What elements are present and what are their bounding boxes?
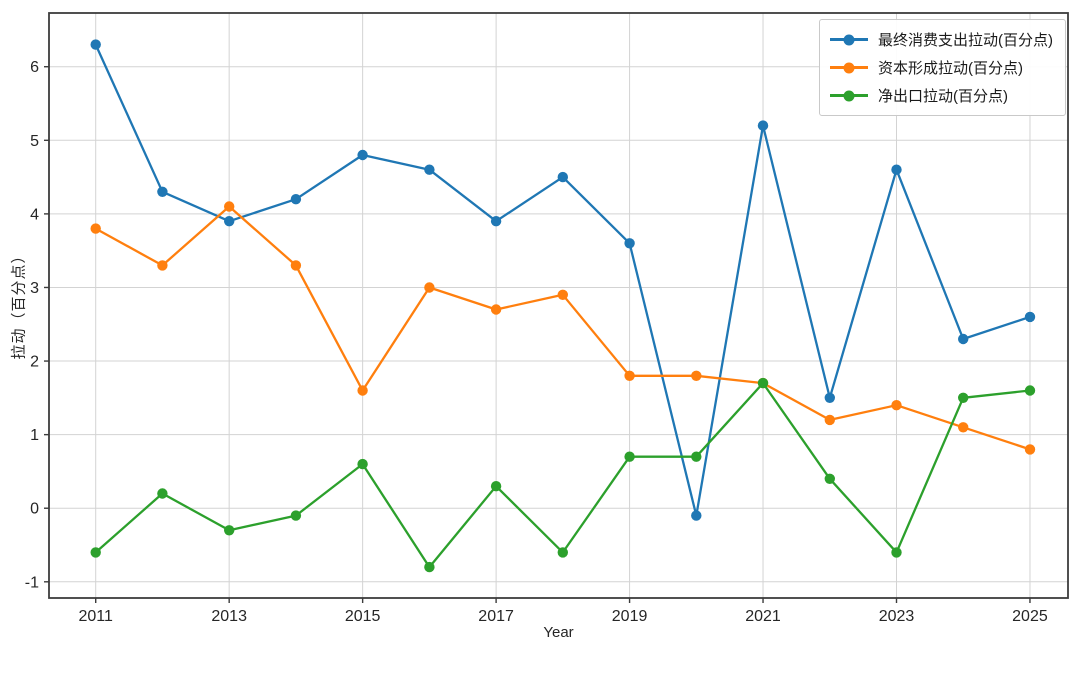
series-line <box>94 205 1032 451</box>
data-point <box>1024 385 1036 396</box>
data-point <box>891 547 902 558</box>
y-tick-label: 6 <box>30 59 39 76</box>
y-tick-label: 0 <box>30 501 39 518</box>
data-point <box>958 392 969 403</box>
x-tick-label: 2011 <box>79 608 114 625</box>
legend-marker-line <box>830 90 868 101</box>
legend-label: 最终消费支出拉动(百分点) <box>878 32 1053 49</box>
data-point <box>891 164 902 175</box>
data-point <box>490 304 502 315</box>
y-tick-label: 2 <box>30 354 39 371</box>
legend-marker-dot <box>843 90 855 101</box>
data-point <box>557 289 568 300</box>
data-point <box>424 561 435 573</box>
x-tick-label: 2015 <box>345 608 381 625</box>
series-0 <box>90 39 1036 521</box>
data-point <box>958 333 969 345</box>
data-point <box>824 473 835 484</box>
data-point <box>490 481 502 492</box>
legend-marker-dot <box>843 62 855 73</box>
data-point <box>357 458 368 470</box>
data-point <box>224 525 235 536</box>
legend-label: 净出口拉动(百分点) <box>878 88 1008 105</box>
y-tick-label: 5 <box>30 133 39 150</box>
series-line <box>94 381 1032 569</box>
data-point <box>691 510 702 521</box>
x-tick-label: 2019 <box>612 608 648 625</box>
data-point <box>557 171 568 183</box>
x-tick-label: 2025 <box>1012 608 1048 625</box>
y-tick-label: 4 <box>30 206 39 223</box>
plot-border <box>48 12 1069 599</box>
data-point <box>224 201 235 212</box>
data-point <box>624 238 635 249</box>
data-point <box>1024 444 1036 455</box>
axis-ticks: 2011 2013 2015 2017 2019 2021 2023 2025 -1 0 1 2 3 4 5… <box>25 59 1048 625</box>
data-point <box>90 39 101 50</box>
data-point <box>357 149 368 161</box>
series-2 <box>90 377 1036 573</box>
data-point <box>691 451 702 462</box>
legend-marker-line <box>830 62 868 73</box>
y-tick-label: -1 <box>25 574 39 591</box>
data-point <box>691 370 702 381</box>
legend-marker-dot <box>843 34 855 45</box>
data-point <box>90 547 101 558</box>
y-tick-label: 3 <box>30 280 39 297</box>
data-point <box>424 164 435 175</box>
legend-item-capital: 资本形成拉动(百分点) <box>830 57 1053 78</box>
data-point <box>224 216 235 227</box>
legend: 最终消费支出拉动(百分点) 资本形成拉动(百分点) 净出口拉动(百分点) <box>819 19 1066 116</box>
data-point <box>624 451 635 462</box>
data-point <box>1024 311 1036 323</box>
data-point <box>891 400 902 411</box>
x-tick-label: 2023 <box>879 608 915 625</box>
data-point <box>757 377 769 389</box>
y-tick-label: 1 <box>30 427 39 444</box>
legend-label: 资本形成拉动(百分点) <box>878 60 1023 77</box>
grid <box>49 13 1068 598</box>
data-point <box>490 216 502 227</box>
data-point <box>157 260 168 271</box>
data-point <box>290 194 302 205</box>
data-point <box>757 120 769 131</box>
data-point <box>290 510 302 521</box>
series-1 <box>90 201 1036 455</box>
data-point <box>958 422 969 433</box>
x-tick-label: 2013 <box>211 608 247 625</box>
y-axis-title: 拉动（百分点） <box>10 247 28 360</box>
data-point <box>157 186 168 197</box>
data-point <box>824 392 835 403</box>
data-point <box>357 385 368 396</box>
data-point <box>824 414 835 426</box>
data-point <box>90 223 101 234</box>
x-axis-title: Year <box>543 624 574 641</box>
data-point <box>157 488 168 499</box>
data-point <box>424 282 435 293</box>
data-point <box>624 370 635 381</box>
legend-marker-line <box>830 34 868 45</box>
legend-item-net-export: 净出口拉动(百分点) <box>830 85 1053 106</box>
x-tick-label: 2021 <box>745 608 781 625</box>
data-point <box>290 260 302 271</box>
data-point <box>557 547 568 558</box>
legend-item-consumption: 最终消费支出拉动(百分点) <box>830 29 1053 50</box>
x-tick-label: 2017 <box>478 608 514 625</box>
